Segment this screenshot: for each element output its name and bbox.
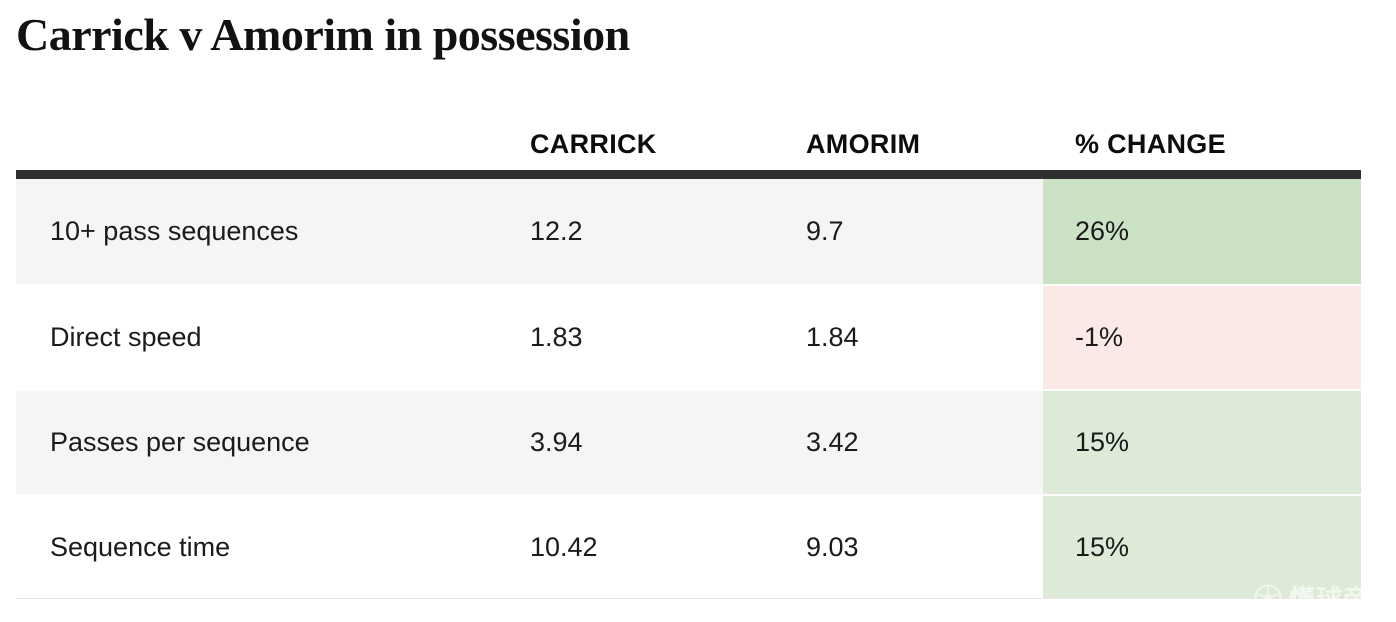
table-row: Direct speed 1.83 1.84 -1% bbox=[16, 284, 1361, 389]
carrick-value: 3.94 bbox=[530, 427, 583, 457]
table-header-row: CARRICK AMORIM % CHANGE bbox=[16, 118, 1361, 170]
stat-label: Sequence time bbox=[50, 531, 231, 562]
table-row: Passes per sequence 3.94 3.42 15% bbox=[16, 389, 1361, 494]
stat-label: 10+ pass sequences bbox=[50, 216, 299, 246]
change-value: 26% bbox=[1043, 179, 1361, 284]
amorim-value: 3.42 bbox=[806, 427, 859, 457]
change-value: 15% bbox=[1043, 391, 1361, 494]
table-row: Sequence time 10.42 9.03 15% bbox=[16, 494, 1361, 599]
change-value: 15% bbox=[1043, 496, 1361, 598]
stat-label: Direct speed bbox=[50, 322, 202, 352]
column-header-amorim: AMORIM bbox=[806, 128, 921, 159]
stat-label: Passes per sequence bbox=[50, 427, 310, 457]
header-divider-bar bbox=[16, 170, 1361, 179]
page-title: Carrick v Amorim in possession bbox=[16, 9, 630, 60]
carrick-value: 12.2 bbox=[530, 216, 583, 246]
amorim-value: 9.7 bbox=[806, 216, 844, 246]
stats-table: CARRICK AMORIM % CHANGE 10+ pass sequenc… bbox=[16, 118, 1361, 599]
column-header-carrick: CARRICK bbox=[530, 128, 657, 159]
amorim-value: 1.84 bbox=[806, 322, 859, 352]
carrick-value: 10.42 bbox=[530, 531, 598, 562]
amorim-value: 9.03 bbox=[806, 531, 859, 562]
table-row: 10+ pass sequences 12.2 9.7 26% bbox=[16, 179, 1361, 284]
change-value: -1% bbox=[1043, 286, 1361, 389]
carrick-value: 1.83 bbox=[530, 322, 583, 352]
column-header-change: % CHANGE bbox=[1075, 128, 1226, 159]
